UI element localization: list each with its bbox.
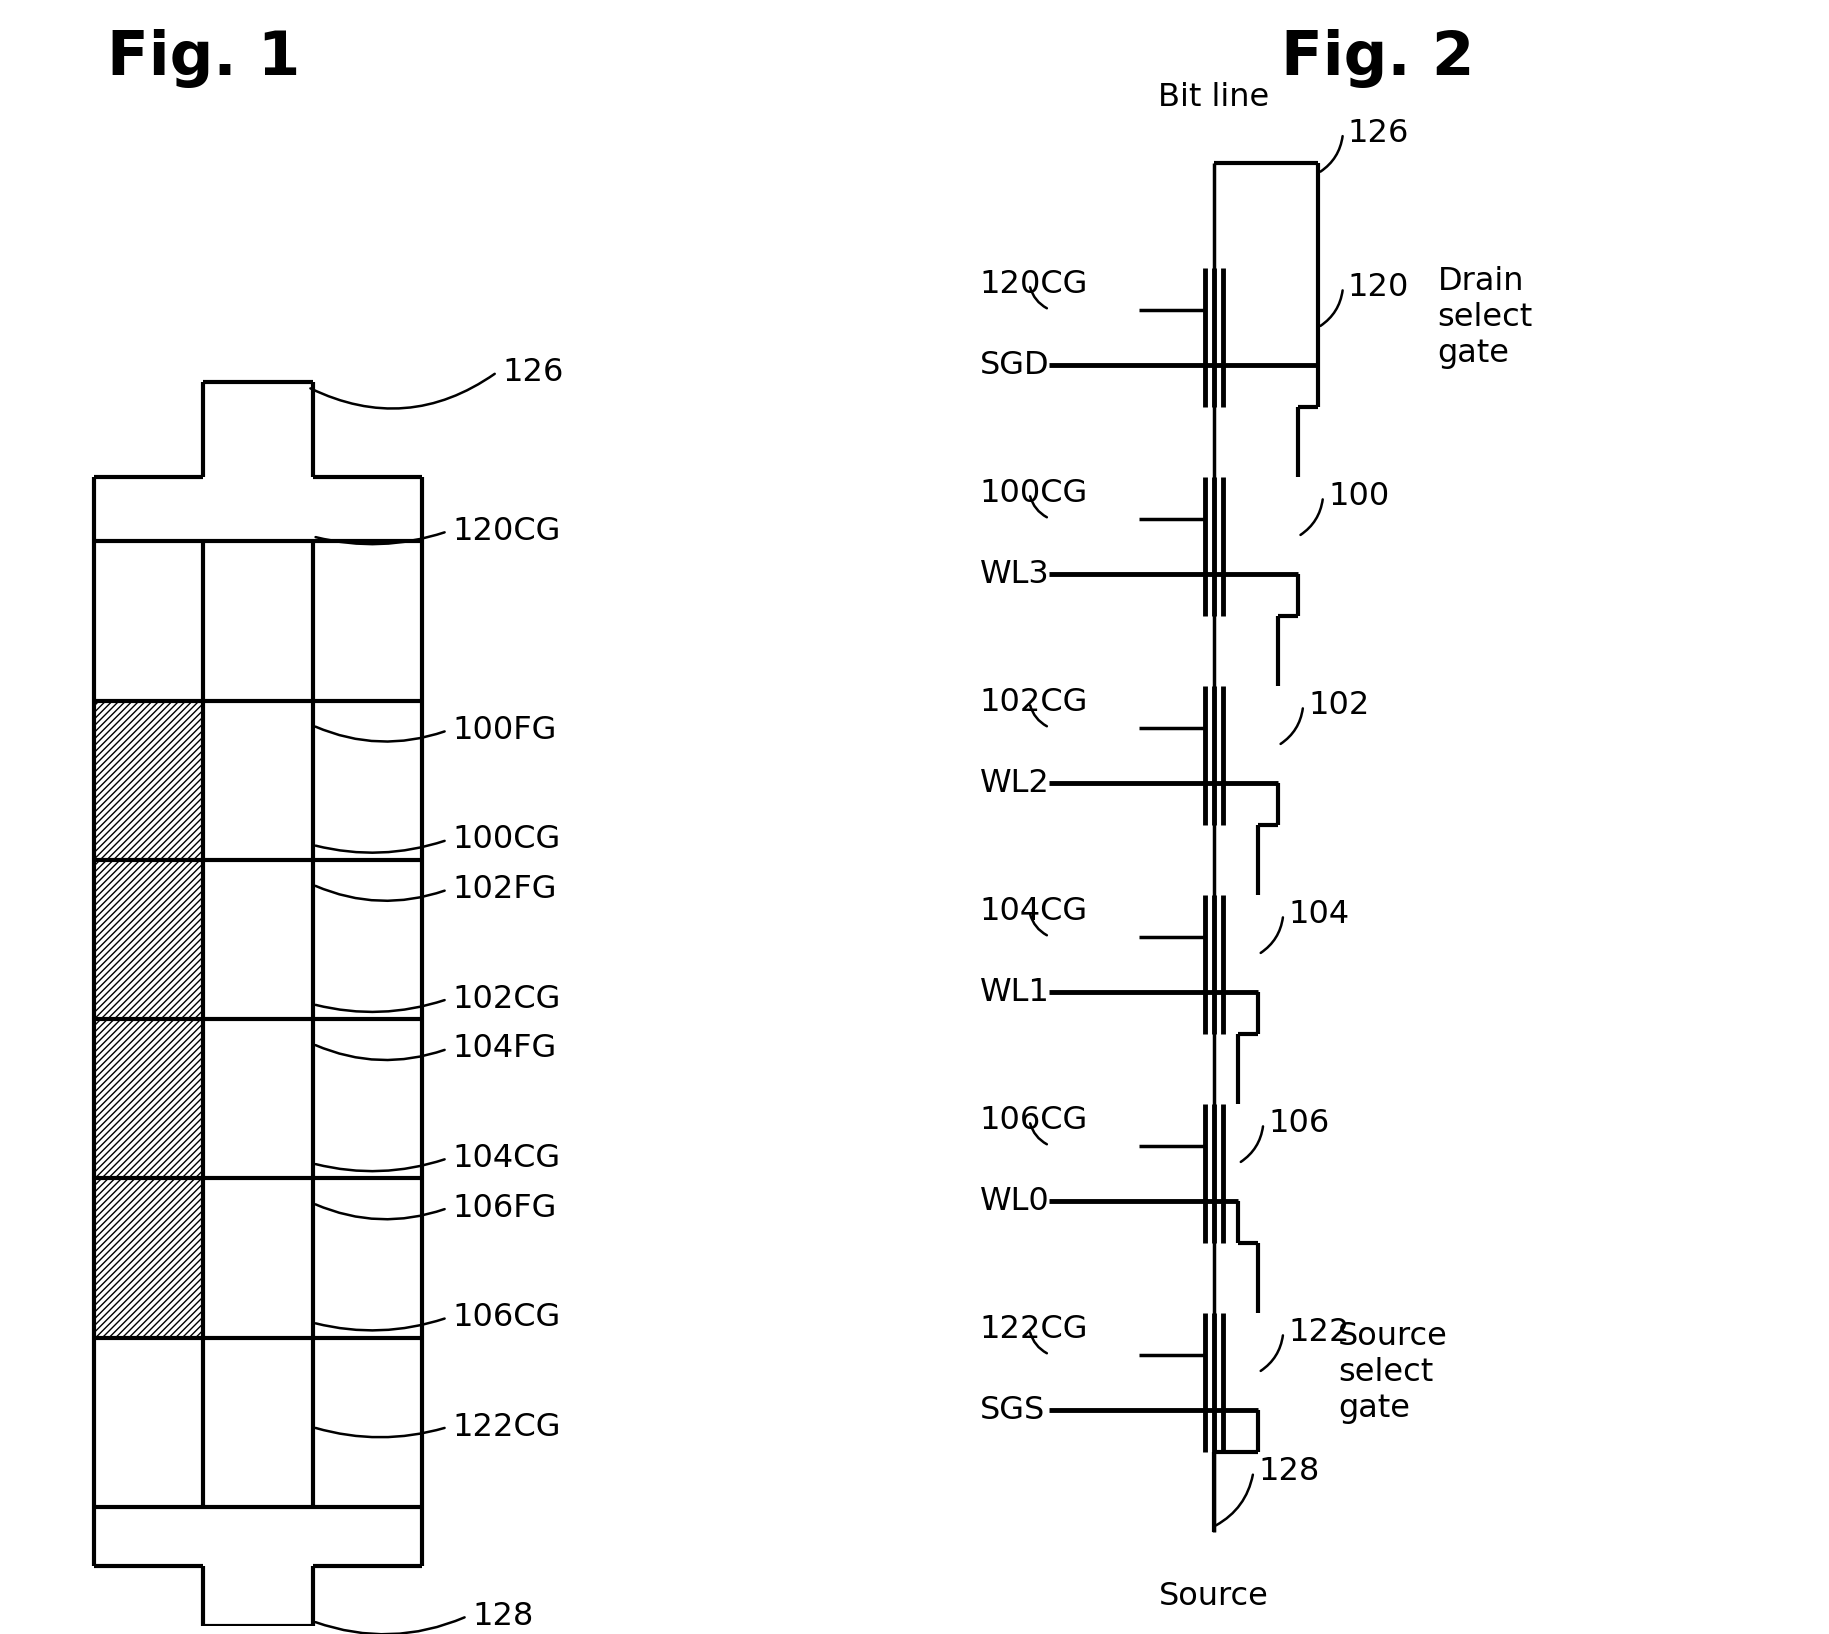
Text: SGS: SGS [980, 1395, 1044, 1426]
Bar [93, 701, 203, 859]
Text: 106FG: 106FG [452, 1193, 556, 1224]
Text: 126: 126 [501, 356, 563, 387]
Text: 126: 126 [1348, 118, 1410, 149]
Text: 102FG: 102FG [452, 874, 556, 905]
Text: Source
select
gate: Source select gate [1339, 1322, 1449, 1423]
Text: 122CG: 122CG [980, 1314, 1088, 1345]
Text: 120: 120 [1348, 273, 1410, 304]
Text: 100: 100 [1328, 480, 1390, 511]
Text: 102CG: 102CG [980, 688, 1088, 717]
Text: 104CG: 104CG [980, 895, 1088, 926]
Text: 128: 128 [1258, 1456, 1321, 1487]
Text: 106CG: 106CG [980, 1105, 1088, 1136]
Text: 120CG: 120CG [452, 516, 562, 547]
Text: 104FG: 104FG [452, 1033, 556, 1064]
Text: WL1: WL1 [980, 977, 1050, 1008]
Bar [93, 1178, 203, 1338]
Text: 106CG: 106CG [452, 1302, 560, 1333]
Text: WL0: WL0 [980, 1186, 1050, 1217]
Text: WL2: WL2 [980, 768, 1050, 799]
Text: SGD: SGD [980, 350, 1050, 381]
Text: Fig. 2: Fig. 2 [1280, 29, 1474, 88]
Text: 100CG: 100CG [452, 825, 560, 856]
Text: 100CG: 100CG [980, 479, 1088, 510]
Bar [93, 859, 203, 1020]
Text: 122CG: 122CG [452, 1412, 562, 1443]
Text: 106: 106 [1267, 1108, 1330, 1139]
Text: 104CG: 104CG [452, 1142, 560, 1173]
Text: 102CG: 102CG [452, 984, 562, 1015]
Text: 122: 122 [1288, 1317, 1350, 1348]
Text: 102: 102 [1308, 690, 1370, 721]
Bar [93, 1020, 203, 1178]
Text: 120CG: 120CG [980, 270, 1088, 301]
Text: Source: Source [1158, 1582, 1269, 1613]
Text: 100FG: 100FG [452, 716, 556, 747]
Text: Drain
select
gate: Drain select gate [1438, 266, 1533, 369]
Text: Fig. 1: Fig. 1 [106, 29, 300, 88]
Text: WL3: WL3 [980, 559, 1050, 590]
Text: 128: 128 [472, 1601, 534, 1632]
Text: Bit line: Bit line [1158, 82, 1269, 113]
Text: 104: 104 [1288, 899, 1350, 930]
